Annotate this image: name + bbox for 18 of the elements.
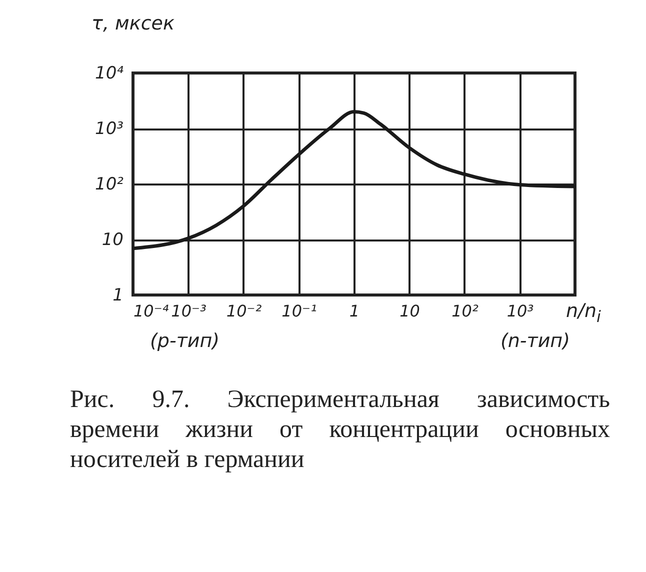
y-tick-label: 10² xyxy=(95,174,124,194)
x-tick-label: 10 xyxy=(400,302,420,320)
x-tick-label: 10⁻¹ xyxy=(282,302,317,320)
x-tick-label: 10⁻² xyxy=(226,302,262,320)
x-tick-label: 10² xyxy=(452,302,479,320)
text: Рис. 9.7. Экспериментальная зависимость времени жизни от концентрации основных носителей в германии xyxy=(70,385,610,475)
x-tick-label: 1 xyxy=(349,302,360,320)
x-tick-label: 10³ xyxy=(506,302,534,320)
text: (p-тип) xyxy=(150,330,220,352)
x-tick-label: 10⁻³ xyxy=(171,302,206,320)
y-tick-label: 10³ xyxy=(95,119,124,139)
y-tick-label: 1 xyxy=(112,286,124,306)
text: (n-тип) xyxy=(500,330,570,352)
x-axis-title: n/n$_{i}$ xyxy=(566,300,601,326)
y-tick-label: 10 xyxy=(102,230,124,250)
y-tick-label: 10⁴ xyxy=(95,64,124,84)
x-tick-label: 10⁻⁴ xyxy=(134,302,170,320)
y-axis-title: τ, мксек xyxy=(92,12,175,34)
